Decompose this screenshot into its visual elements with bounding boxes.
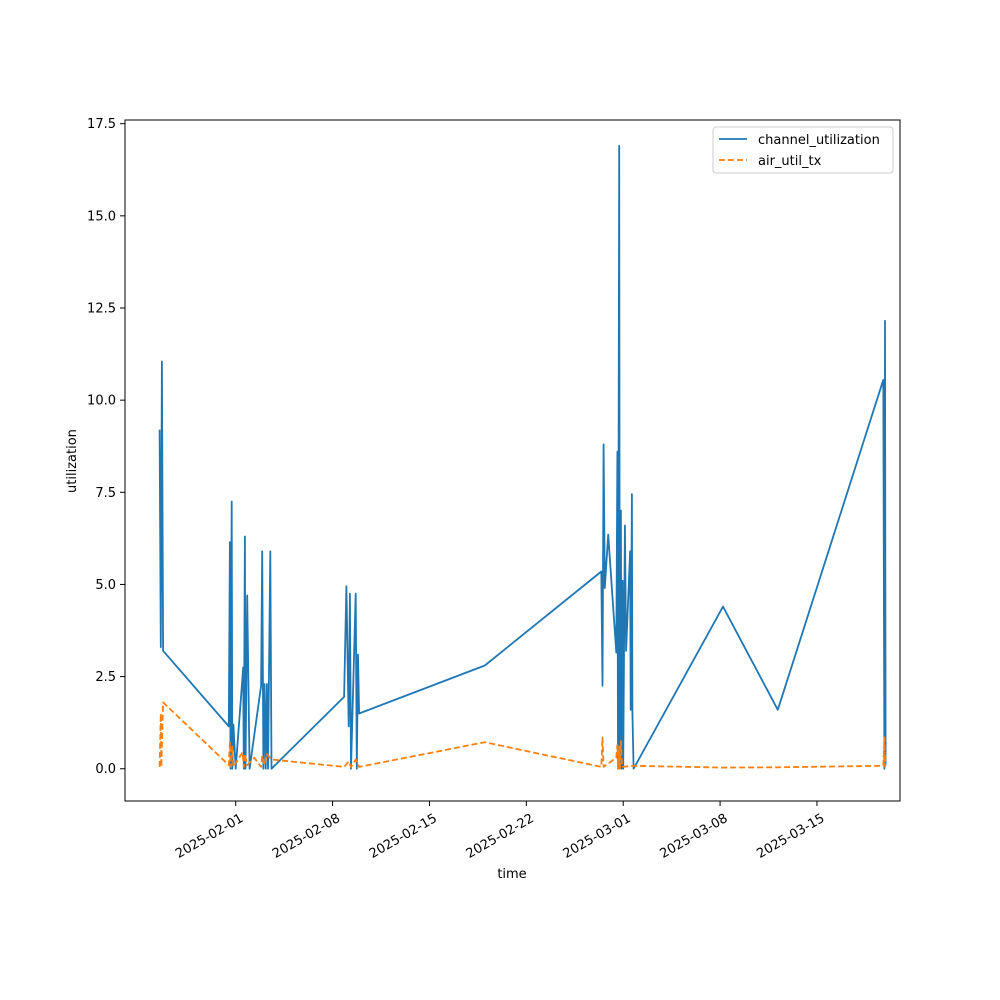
legend-label-air-util-tx: air_util_tx <box>758 154 822 169</box>
y-tick-label: 2.5 <box>95 670 116 685</box>
y-tick-label: 15.0 <box>87 209 116 224</box>
legend-label-channel-utilization: channel_utilization <box>758 133 880 148</box>
legend-box <box>712 126 894 174</box>
x-axis-title: time <box>497 867 526 882</box>
legend: channel_utilization air_util_tx <box>712 126 894 174</box>
y-axis-title: utilization <box>65 429 80 493</box>
y-tick-label: 7.5 <box>95 486 116 501</box>
y-tick-label: 12.5 <box>87 301 116 316</box>
plot-frame <box>124 119 901 802</box>
y-tick-label: 10.0 <box>87 394 116 409</box>
plot-lines <box>158 144 887 770</box>
series-line-air-util-tx <box>158 701 887 770</box>
y-tick-label: 0.0 <box>95 762 116 777</box>
y-tick-label: 5.0 <box>95 578 116 593</box>
y-tick-label: 17.5 <box>87 117 116 132</box>
y-axis-ticks: 0.0 2.5 5.0 7.5 10.0 12.5 15.0 17.5 <box>87 117 125 777</box>
series-line-channel-utilization <box>158 144 887 770</box>
